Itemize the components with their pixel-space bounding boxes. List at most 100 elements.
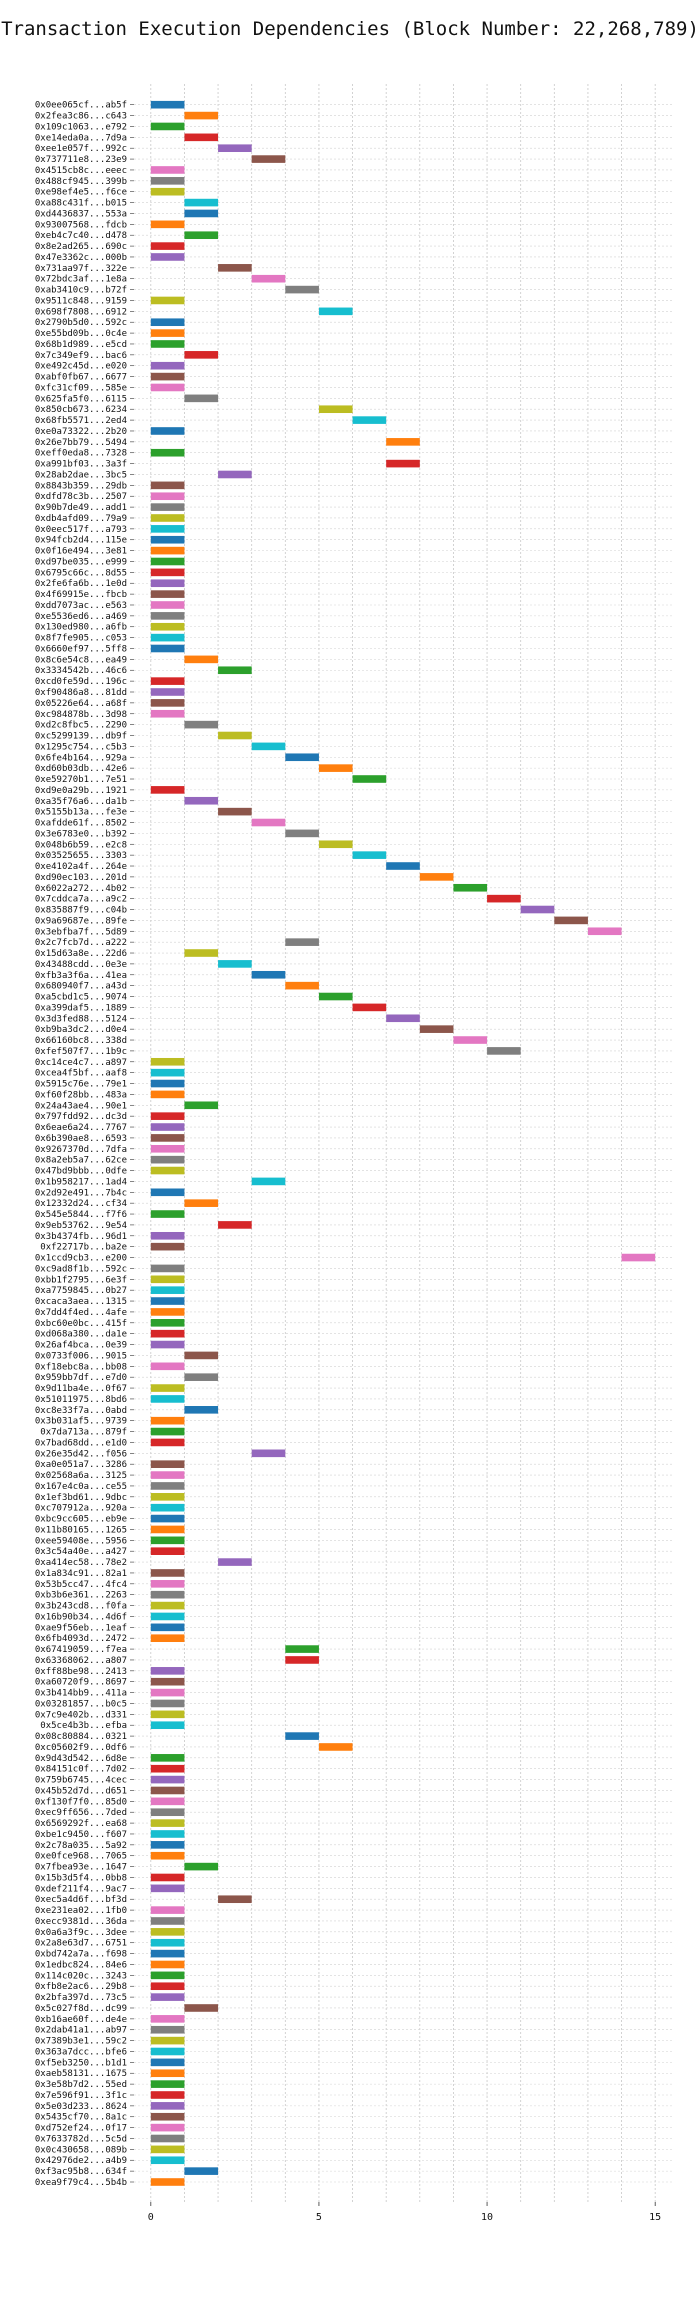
y-tick-label: 0x24a43ae4...90e1 <box>35 1101 127 1111</box>
y-tick-label: 0x1ccd9cb3...e200 <box>35 1254 127 1264</box>
y-tick-label: 0x7633782d...5c5d <box>35 2134 127 2144</box>
dependency-bar <box>150 1547 185 1555</box>
y-tick-label: 0xf3ac95b8...634f <box>35 2167 127 2177</box>
dependency-bar <box>352 851 387 859</box>
dependency-bar <box>150 1569 185 1577</box>
dependency-bar <box>184 198 219 207</box>
dependency-bar <box>218 666 252 675</box>
dependency-bar <box>218 1558 252 1566</box>
y-tick-label: 0x15b3d5f4...0bb8 <box>35 1873 127 1883</box>
x-tick-label: 5 <box>316 2212 322 2223</box>
y-tick-label: 0x26e7bb79...5494 <box>35 438 127 448</box>
y-tick-label: 0x759b6745...4cec <box>35 1776 127 1786</box>
y-tick-label: 0xb16ae60f...de4e <box>35 2015 127 2025</box>
chart-title: Transaction Execution Dependencies (Bloc… <box>1 18 699 40</box>
dependency-bar <box>419 1025 454 1033</box>
y-tick-label: 0x67419059...f7ea <box>35 1645 127 1655</box>
dependency-bar <box>150 1395 185 1403</box>
dependency-bar <box>150 1819 185 1827</box>
y-tick-label: 0xbe1c9450...f607 <box>35 1830 127 1840</box>
dependency-bar <box>150 1166 185 1175</box>
y-tick-label: 0x3334542b...46c6 <box>35 666 127 676</box>
y-tick-label: 0xf130f7f0...85d0 <box>35 1797 127 1807</box>
dependency-bar <box>218 264 252 272</box>
dependency-bar <box>150 1242 185 1251</box>
dependency-bar <box>285 1656 319 1664</box>
y-tick-label: 0x7dd4f4ed...4afe <box>35 1308 127 1318</box>
y-tick-label: 0xdfd78c3b...2507 <box>35 492 127 502</box>
dependency-bar <box>386 438 420 446</box>
dependency-bar <box>150 1482 185 1490</box>
dependency-bar <box>150 122 185 131</box>
y-tick-label: 0x114c020c...3243 <box>35 1971 127 1981</box>
y-tick-label: 0x12332d24...cf34 <box>35 1199 127 1209</box>
y-tick-label: 0x698f7808...6912 <box>35 307 127 317</box>
y-tick-label: 0xa7759845...0b27 <box>35 1286 127 1296</box>
dependency-bar <box>184 655 219 664</box>
y-tick-label: 0xbc9cc605...eb9e <box>35 1515 127 1525</box>
y-tick-label: 0x68fb5571...2ed4 <box>35 416 127 426</box>
y-tick-label: 0xbd742a7a...f698 <box>35 1950 127 1960</box>
dependency-bar <box>150 100 185 109</box>
y-tick-label: 0x6795c66c...8d55 <box>35 568 127 578</box>
y-tick-label: 0x2c7fcb7d...a222 <box>35 938 127 948</box>
y-tick-label: 0x28ab2dae...3bc5 <box>35 470 127 480</box>
y-tick-label: 0x6022a272...4b02 <box>35 884 127 894</box>
y-tick-label: 0xa991bf03...3a3f <box>35 460 127 470</box>
dependency-bar <box>318 764 353 772</box>
y-tick-label: 0x5155b13a...fe3e <box>35 808 127 818</box>
dependency-bar <box>150 1710 185 1719</box>
y-tick-label: 0xdd7073ac...e563 <box>35 601 127 611</box>
y-tick-label: 0xc5299139...db9f <box>35 732 127 742</box>
dependency-bar <box>218 1221 252 1229</box>
dependency-bar <box>150 492 185 501</box>
dependency-bar <box>150 187 185 196</box>
y-tick-label: 0x08c80884...0321 <box>35 1732 127 1742</box>
y-tick-label: 0x2fe6fa6b...1e0d <box>35 579 127 589</box>
y-tick-label: 0xec9ff656...7ded <box>35 1808 127 1818</box>
y-tick-label: 0x2d92e491...7b4c <box>35 1188 127 1198</box>
dependency-bar <box>150 1601 185 1610</box>
dependency-bar <box>251 970 286 979</box>
y-tick-label: 0x4515cb8c...eeec <box>35 166 127 176</box>
dependency-bar <box>184 1373 219 1381</box>
dependency-bar <box>150 318 185 327</box>
dependency-bar <box>150 481 185 490</box>
y-tick-label: 0x130ed980...a6fb <box>35 623 127 633</box>
y-tick-label: 0xd752ef24...0f17 <box>35 2124 127 2134</box>
y-tick-label: 0x03525655...3303 <box>35 851 127 861</box>
dependency-bar <box>150 1938 185 1947</box>
y-tick-label: 0xd97be035...e999 <box>35 557 127 567</box>
dependency-bar <box>150 1797 185 1806</box>
dependency-bar <box>150 1384 185 1392</box>
dependency-bar <box>453 883 488 892</box>
y-tick-label: 0xd2c8fbc5...2290 <box>35 721 127 731</box>
dependency-bar <box>150 2047 185 2056</box>
y-tick-label: 0xaeb58131...1675 <box>35 2069 127 2079</box>
y-tick-label: 0xafdde61f...8502 <box>35 819 127 829</box>
dependency-bar <box>150 427 185 435</box>
dependency-bar <box>150 1536 185 1545</box>
dependency-bar <box>150 1949 185 1958</box>
y-tick-label: 0x0eec517f...a793 <box>35 525 127 535</box>
y-tick-label: 0x16b90b34...4d6f <box>35 1612 127 1622</box>
y-tick-label: 0xd4436837...553a <box>35 209 127 219</box>
y-tick-label: 0xee1e057f...992c <box>35 144 127 154</box>
y-tick-label: 0x6b390ae8...6593 <box>35 1134 127 1144</box>
y-tick-label: 0xc05602f9...0df6 <box>35 1743 127 1753</box>
y-tick-label: 0xb3b6e361...2263 <box>35 1591 127 1601</box>
y-tick-label: 0x0c430658...089b <box>35 2145 127 2155</box>
y-tick-label: 0xa0e051a7...3286 <box>35 1460 127 1470</box>
dependency-bar <box>150 1677 185 1686</box>
dependency-bar <box>352 1003 387 1012</box>
y-tick-label: 0x7389b3e1...59c2 <box>35 2037 127 2047</box>
dependency-bar <box>150 786 185 794</box>
dependency-bar <box>150 1808 185 1817</box>
dependency-bar <box>218 470 252 479</box>
y-tick-label: 0x545e5844...f7f6 <box>35 1210 127 1220</box>
dependency-bar <box>251 818 286 827</box>
y-tick-label: 0x2fea3c86...c643 <box>35 112 127 122</box>
dependency-bar <box>184 949 219 957</box>
dependency-bar <box>150 2058 185 2067</box>
y-tick-label: 0x363a7dcc...bfe6 <box>35 2047 127 2057</box>
